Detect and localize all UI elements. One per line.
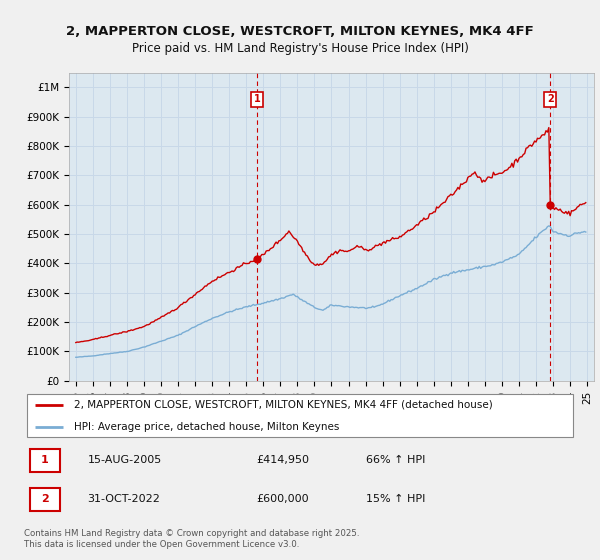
Text: 1: 1 [41,455,49,465]
Text: 2: 2 [41,494,49,504]
Text: £600,000: £600,000 [256,494,308,504]
Text: 66% ↑ HPI: 66% ↑ HPI [366,455,425,465]
Text: Price paid vs. HM Land Registry's House Price Index (HPI): Price paid vs. HM Land Registry's House … [131,42,469,55]
Text: Contains HM Land Registry data © Crown copyright and database right 2025.
This d: Contains HM Land Registry data © Crown c… [24,529,359,549]
Text: 15-AUG-2005: 15-AUG-2005 [88,455,162,465]
Text: £414,950: £414,950 [256,455,309,465]
Text: 31-OCT-2022: 31-OCT-2022 [88,494,160,504]
FancyBboxPatch shape [29,449,60,472]
Text: 15% ↑ HPI: 15% ↑ HPI [366,494,425,504]
Text: HPI: Average price, detached house, Milton Keynes: HPI: Average price, detached house, Milt… [74,422,339,432]
FancyBboxPatch shape [29,488,60,511]
Text: 1: 1 [253,94,260,104]
FancyBboxPatch shape [27,394,573,437]
Text: 2, MAPPERTON CLOSE, WESTCROFT, MILTON KEYNES, MK4 4FF: 2, MAPPERTON CLOSE, WESTCROFT, MILTON KE… [66,25,534,38]
Text: 2, MAPPERTON CLOSE, WESTCROFT, MILTON KEYNES, MK4 4FF (detached house): 2, MAPPERTON CLOSE, WESTCROFT, MILTON KE… [74,400,493,410]
Text: 2: 2 [547,94,554,104]
